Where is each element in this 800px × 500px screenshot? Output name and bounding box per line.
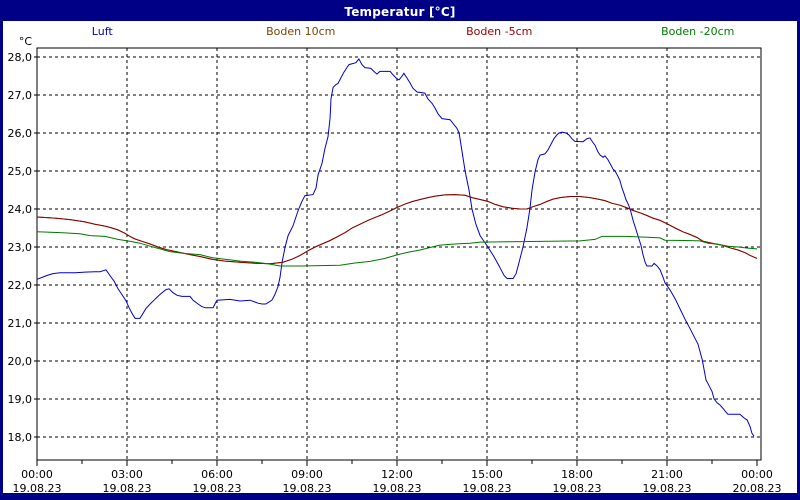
svg-text:27,0: 27,0 <box>8 89 33 102</box>
svg-text:19.08.23: 19.08.23 <box>553 482 602 493</box>
legend-item-boden-20cm: Boden -20cm <box>661 25 735 38</box>
svg-text:15:00: 15:00 <box>471 468 503 481</box>
title-bar: Temperatur [°C] <box>3 3 797 21</box>
svg-text:22,0: 22,0 <box>8 279 33 292</box>
svg-text:19.08.23: 19.08.23 <box>13 482 62 493</box>
svg-text:21:00: 21:00 <box>651 468 683 481</box>
legend-item-boden-5cm: Boden -5cm <box>466 25 533 38</box>
svg-text:20.08.23: 20.08.23 <box>733 482 782 493</box>
svg-text:°C: °C <box>19 35 33 48</box>
svg-text:20,0: 20,0 <box>8 355 33 368</box>
temperature-chart: 28,0 27,0 26,0 25,0 24,0 23,0 22,0 21,0 20,0 19,0… <box>8 35 782 493</box>
svg-text:25,0: 25,0 <box>8 165 33 178</box>
svg-text:23,0: 23,0 <box>8 241 33 254</box>
legend: Luft Boden 10cm Boden -5cm Boden -20cm <box>3 25 797 39</box>
svg-text:21,0: 21,0 <box>8 317 33 330</box>
svg-text:19.08.23: 19.08.23 <box>643 482 692 493</box>
svg-text:19.08.23: 19.08.23 <box>463 482 512 493</box>
svg-text:18,0: 18,0 <box>8 431 33 444</box>
svg-text:18:00: 18:00 <box>561 468 593 481</box>
chart-title: Temperatur [°C] <box>344 5 456 19</box>
svg-text:24,0: 24,0 <box>8 203 33 216</box>
svg-text:28,0: 28,0 <box>8 51 33 64</box>
svg-text:06:00: 06:00 <box>201 468 233 481</box>
svg-text:19.08.23: 19.08.23 <box>373 482 422 493</box>
svg-text:00:00: 00:00 <box>21 468 53 481</box>
chart-panel: Luft Boden 10cm Boden -5cm Boden -20cm 2… <box>3 21 797 493</box>
legend-item-boden-10cm: Boden 10cm <box>266 25 336 38</box>
svg-text:12:00: 12:00 <box>381 468 413 481</box>
svg-text:00:00: 00:00 <box>741 468 773 481</box>
svg-text:19,0: 19,0 <box>8 393 33 406</box>
legend-item-luft: Luft <box>91 25 113 38</box>
svg-text:19.08.23: 19.08.23 <box>283 482 332 493</box>
svg-text:19.08.23: 19.08.23 <box>193 482 242 493</box>
svg-text:09:00: 09:00 <box>291 468 323 481</box>
svg-text:03:00: 03:00 <box>111 468 143 481</box>
svg-text:19.08.23: 19.08.23 <box>103 482 152 493</box>
svg-text:26,0: 26,0 <box>8 127 33 140</box>
